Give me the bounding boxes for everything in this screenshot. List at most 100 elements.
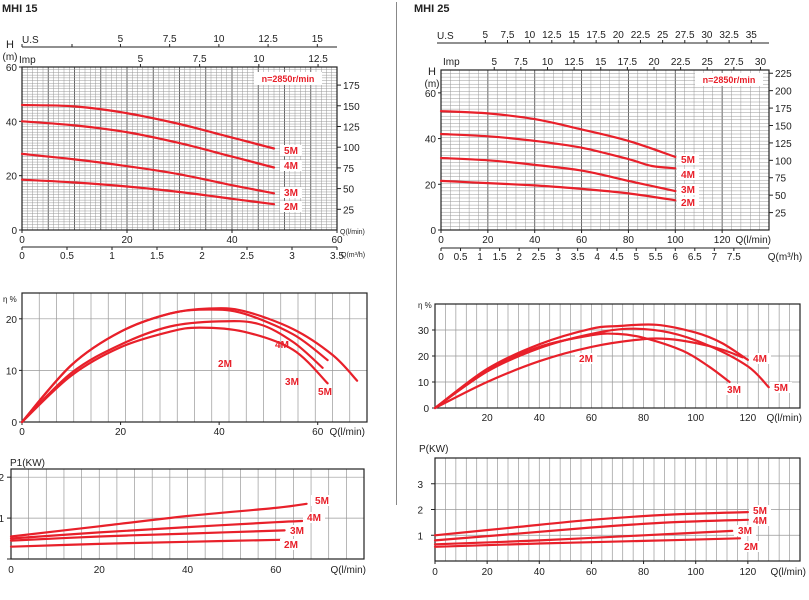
- x-axis-label: Q(l/min): [330, 565, 366, 576]
- series-label-bg: [280, 539, 302, 550]
- chart-title-mhi25: MHI 25: [414, 3, 450, 15]
- series-label-bg: [740, 541, 762, 552]
- series-label-bg: [677, 169, 699, 180]
- series-label-4M: 4M: [284, 161, 298, 172]
- y-tick-label: 1: [417, 531, 423, 542]
- m3h-tick-label: 7.5: [727, 252, 741, 263]
- y-tick-label: 2: [0, 473, 4, 484]
- mhi25-eff-grid: [434, 303, 801, 409]
- x-tick-label: 40: [529, 235, 541, 246]
- series-line-3M: [20, 319, 324, 424]
- y-tick-label: 1: [0, 514, 4, 525]
- m3h-tick-label: 3.5: [330, 251, 344, 262]
- y-tick-label: 0: [11, 418, 17, 429]
- series-line-2M: [9, 538, 282, 548]
- ft-tick-label: 25: [343, 205, 355, 216]
- m3h-tick-label: 0.5: [454, 252, 468, 263]
- series-label-3M: 3M: [738, 526, 752, 537]
- ft-tick-label: 150: [343, 102, 360, 113]
- series-label-bg: [280, 145, 302, 156]
- x-tick-label: 20: [121, 235, 133, 246]
- series-line-4M: [9, 519, 304, 540]
- us-axis-label: U.S: [22, 35, 39, 46]
- y-tick-label: 3: [417, 480, 423, 491]
- series-label-5M: 5M: [753, 506, 767, 517]
- series-label-4M: 4M: [681, 170, 695, 181]
- y-tick-label: 40: [425, 135, 437, 146]
- y-tick-label: 20: [6, 315, 18, 326]
- m3h-tick-label: 0: [438, 252, 444, 263]
- m3h-tick-label: 4.5: [610, 252, 624, 263]
- x-tick-label: 100: [687, 567, 704, 578]
- mhi15-power-frame: [10, 468, 365, 560]
- series-label-4M: 4M: [307, 513, 321, 524]
- ft-tick-label: 100: [775, 156, 792, 167]
- ft-tick-label: 125: [775, 139, 792, 150]
- y-tick-label: 20: [418, 352, 430, 363]
- chart-title-mhi15: MHI 15: [2, 3, 38, 15]
- imp-tick-label: 30: [755, 57, 767, 68]
- ft-tick-label: 175: [775, 104, 792, 115]
- series-line-3M: [20, 152, 276, 195]
- series-label-4M: 4M: [753, 354, 767, 365]
- series-line-4M: [20, 120, 276, 169]
- imp-axis-label: Imp: [19, 55, 36, 66]
- us-tick-label: 5: [483, 30, 489, 41]
- us-tick-label: 10: [213, 34, 225, 45]
- imp-tick-label: 12.5: [308, 54, 328, 65]
- series-label-5M: 5M: [318, 387, 332, 398]
- y-axis-label-unit: (m): [425, 79, 440, 90]
- y-axis-label-unit: (m): [3, 52, 18, 63]
- us-tick-label: 7.5: [163, 34, 177, 45]
- x-tick-label: 60: [586, 413, 598, 424]
- m3h-tick-label: 0.5: [60, 251, 74, 262]
- ft-tick-label: 100: [343, 143, 360, 154]
- series-label-bg: [723, 384, 745, 395]
- imp-tick-label: 20: [648, 57, 660, 68]
- series-line-3M: [9, 529, 286, 542]
- series-line-2M: [439, 179, 677, 202]
- m3h-tick-label: 5: [633, 252, 639, 263]
- imp-tick-label: 5: [138, 54, 144, 65]
- series-line-4M: [433, 323, 749, 410]
- x-tick-label: 40: [182, 565, 194, 576]
- series-line-2M: [20, 326, 329, 424]
- y-tick-label: 0: [423, 404, 429, 415]
- mhi15-eff-frame: [21, 292, 368, 423]
- y-tick-label: 2: [417, 506, 423, 517]
- imp-axis-label: Imp: [443, 57, 460, 68]
- us-tick-label: 27.5: [675, 30, 695, 41]
- m3h-tick-label: 3.5: [571, 252, 585, 263]
- imp-tick-label: 15: [595, 57, 607, 68]
- m3h-tick-label: 0: [19, 251, 25, 262]
- series-line-2M: [433, 537, 742, 548]
- us-tick-label: 25: [657, 30, 669, 41]
- speed-label-bg: [695, 73, 763, 86]
- series-line-4M: [20, 308, 329, 424]
- x-tick-label: 60: [312, 427, 324, 438]
- m3h-tick-label: 3: [555, 252, 561, 263]
- us-tick-label: 15: [312, 34, 324, 45]
- series-label-bg: [280, 160, 302, 171]
- imp-tick-label: 10: [253, 54, 265, 65]
- m3h-tick-label: 1: [477, 252, 483, 263]
- series-line-2M: [20, 178, 276, 206]
- x-tick-label: 60: [270, 565, 282, 576]
- y-axis-label: P1(KW): [10, 458, 45, 469]
- y-axis-label: η %: [3, 295, 17, 304]
- m3h-tick-label: 1.5: [493, 252, 507, 263]
- ft-tick-label: 50: [775, 191, 787, 202]
- x-axis-label-lmin: Q(l/min): [340, 229, 365, 236]
- m3h-tick-label: 2: [516, 252, 522, 263]
- imp-tick-label: 5: [491, 57, 497, 68]
- series-line-4M: [439, 132, 677, 170]
- x-tick-label: 0: [19, 427, 25, 438]
- x-axis-label-lmin: Q(l/min): [735, 235, 771, 246]
- series-label-bg: [311, 495, 333, 506]
- series-label-bg: [749, 353, 771, 364]
- y-axis-label: P(KW): [419, 444, 448, 455]
- speed-label: n=2850r/min: [703, 75, 756, 85]
- series-label-3M: 3M: [284, 188, 298, 199]
- series-line-4M: [433, 518, 749, 542]
- y-tick-label: 40: [6, 117, 18, 128]
